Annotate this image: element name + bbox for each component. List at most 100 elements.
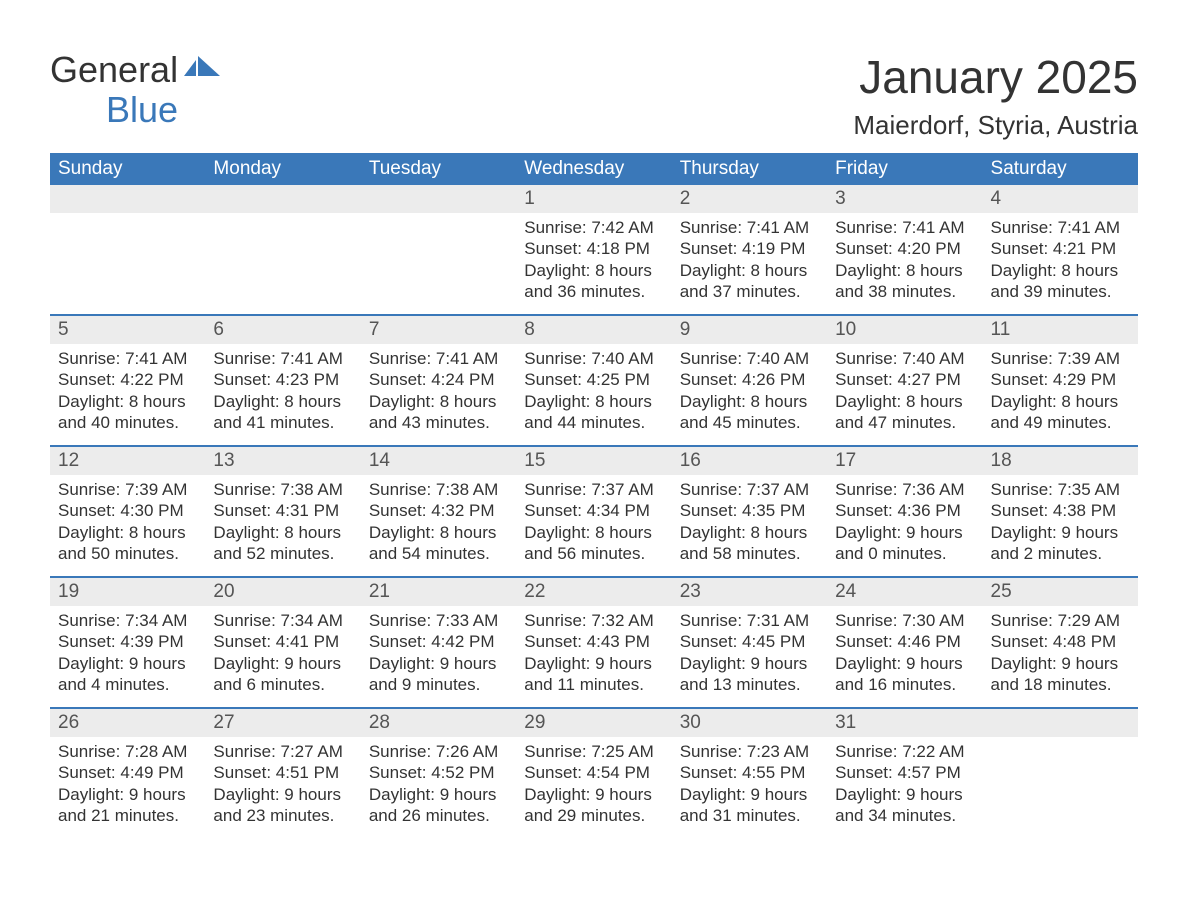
calendar-cell: 3Sunrise: 7:41 AMSunset: 4:20 PMDaylight… bbox=[827, 185, 982, 315]
sunrise-text: Sunrise: 7:28 AM bbox=[58, 741, 197, 762]
weekday-header: Friday bbox=[827, 153, 982, 185]
day-details: Sunrise: 7:41 AMSunset: 4:19 PMDaylight:… bbox=[672, 213, 827, 312]
sunset-text: Sunset: 4:42 PM bbox=[369, 631, 508, 652]
daylight-text: Daylight: 8 hours and 41 minutes. bbox=[213, 391, 352, 434]
day-number: 1 bbox=[516, 185, 671, 213]
day-details: Sunrise: 7:41 AMSunset: 4:24 PMDaylight:… bbox=[361, 344, 516, 443]
sunrise-text: Sunrise: 7:40 AM bbox=[524, 348, 663, 369]
calendar-cell: 29Sunrise: 7:25 AMSunset: 4:54 PMDayligh… bbox=[516, 709, 671, 839]
day-number: 17 bbox=[827, 447, 982, 475]
sunrise-text: Sunrise: 7:38 AM bbox=[369, 479, 508, 500]
sunrise-text: Sunrise: 7:35 AM bbox=[991, 479, 1130, 500]
sunrise-text: Sunrise: 7:26 AM bbox=[369, 741, 508, 762]
daylight-text: Daylight: 8 hours and 56 minutes. bbox=[524, 522, 663, 565]
day-details: Sunrise: 7:31 AMSunset: 4:45 PMDaylight:… bbox=[672, 606, 827, 705]
sunrise-text: Sunrise: 7:34 AM bbox=[213, 610, 352, 631]
sunset-text: Sunset: 4:55 PM bbox=[680, 762, 819, 783]
calendar-cell: 8Sunrise: 7:40 AMSunset: 4:25 PMDaylight… bbox=[516, 316, 671, 446]
day-number: 3 bbox=[827, 185, 982, 213]
sunrise-text: Sunrise: 7:38 AM bbox=[213, 479, 352, 500]
sunrise-text: Sunrise: 7:22 AM bbox=[835, 741, 974, 762]
daylight-text: Daylight: 9 hours and 6 minutes. bbox=[213, 653, 352, 696]
day-details: Sunrise: 7:41 AMSunset: 4:20 PMDaylight:… bbox=[827, 213, 982, 312]
calendar-cell: 23Sunrise: 7:31 AMSunset: 4:45 PMDayligh… bbox=[672, 578, 827, 708]
calendar-week-row: 1Sunrise: 7:42 AMSunset: 4:18 PMDaylight… bbox=[50, 185, 1138, 315]
calendar-cell: 24Sunrise: 7:30 AMSunset: 4:46 PMDayligh… bbox=[827, 578, 982, 708]
sunset-text: Sunset: 4:30 PM bbox=[58, 500, 197, 521]
calendar-cell bbox=[205, 185, 360, 315]
calendar-cell: 27Sunrise: 7:27 AMSunset: 4:51 PMDayligh… bbox=[205, 709, 360, 839]
sunset-text: Sunset: 4:51 PM bbox=[213, 762, 352, 783]
logo-text: General Blue bbox=[50, 50, 178, 129]
calendar-cell: 5Sunrise: 7:41 AMSunset: 4:22 PMDaylight… bbox=[50, 316, 205, 446]
sunset-text: Sunset: 4:29 PM bbox=[991, 369, 1130, 390]
day-details: Sunrise: 7:41 AMSunset: 4:23 PMDaylight:… bbox=[205, 344, 360, 443]
logo-text-2: Blue bbox=[50, 90, 178, 130]
day-number: 10 bbox=[827, 316, 982, 344]
day-number: 4 bbox=[983, 185, 1138, 213]
day-number: 19 bbox=[50, 578, 205, 606]
day-details: Sunrise: 7:38 AMSunset: 4:31 PMDaylight:… bbox=[205, 475, 360, 574]
calendar-cell: 15Sunrise: 7:37 AMSunset: 4:34 PMDayligh… bbox=[516, 447, 671, 577]
calendar-cell: 2Sunrise: 7:41 AMSunset: 4:19 PMDaylight… bbox=[672, 185, 827, 315]
page-header: General Blue January 2025 Maierdorf, Sty… bbox=[50, 50, 1138, 141]
calendar-cell: 12Sunrise: 7:39 AMSunset: 4:30 PMDayligh… bbox=[50, 447, 205, 577]
sunset-text: Sunset: 4:39 PM bbox=[58, 631, 197, 652]
daylight-text: Daylight: 9 hours and 31 minutes. bbox=[680, 784, 819, 827]
month-title: January 2025 bbox=[853, 50, 1138, 104]
daylight-text: Daylight: 9 hours and 9 minutes. bbox=[369, 653, 508, 696]
daylight-text: Daylight: 9 hours and 16 minutes. bbox=[835, 653, 974, 696]
day-details: Sunrise: 7:26 AMSunset: 4:52 PMDaylight:… bbox=[361, 737, 516, 836]
weekday-header: Tuesday bbox=[361, 153, 516, 185]
day-number: 16 bbox=[672, 447, 827, 475]
calendar-cell: 26Sunrise: 7:28 AMSunset: 4:49 PMDayligh… bbox=[50, 709, 205, 839]
day-number: 14 bbox=[361, 447, 516, 475]
calendar-cell: 21Sunrise: 7:33 AMSunset: 4:42 PMDayligh… bbox=[361, 578, 516, 708]
sunset-text: Sunset: 4:31 PM bbox=[213, 500, 352, 521]
sunset-text: Sunset: 4:25 PM bbox=[524, 369, 663, 390]
daylight-text: Daylight: 9 hours and 13 minutes. bbox=[680, 653, 819, 696]
sunset-text: Sunset: 4:43 PM bbox=[524, 631, 663, 652]
sunset-text: Sunset: 4:52 PM bbox=[369, 762, 508, 783]
day-details: Sunrise: 7:27 AMSunset: 4:51 PMDaylight:… bbox=[205, 737, 360, 836]
sunset-text: Sunset: 4:38 PM bbox=[991, 500, 1130, 521]
calendar-page: General Blue January 2025 Maierdorf, Sty… bbox=[0, 0, 1188, 879]
sunset-text: Sunset: 4:41 PM bbox=[213, 631, 352, 652]
weekday-header: Thursday bbox=[672, 153, 827, 185]
calendar-week-row: 5Sunrise: 7:41 AMSunset: 4:22 PMDaylight… bbox=[50, 316, 1138, 446]
day-details: Sunrise: 7:37 AMSunset: 4:35 PMDaylight:… bbox=[672, 475, 827, 574]
daylight-text: Daylight: 9 hours and 18 minutes. bbox=[991, 653, 1130, 696]
calendar-cell: 1Sunrise: 7:42 AMSunset: 4:18 PMDaylight… bbox=[516, 185, 671, 315]
daylight-text: Daylight: 8 hours and 52 minutes. bbox=[213, 522, 352, 565]
calendar-table: Sunday Monday Tuesday Wednesday Thursday… bbox=[50, 153, 1138, 839]
day-details: Sunrise: 7:28 AMSunset: 4:49 PMDaylight:… bbox=[50, 737, 205, 836]
sunset-text: Sunset: 4:32 PM bbox=[369, 500, 508, 521]
day-details: Sunrise: 7:29 AMSunset: 4:48 PMDaylight:… bbox=[983, 606, 1138, 705]
logo-mark-icon bbox=[184, 56, 224, 89]
sunset-text: Sunset: 4:23 PM bbox=[213, 369, 352, 390]
sunrise-text: Sunrise: 7:23 AM bbox=[680, 741, 819, 762]
sunrise-text: Sunrise: 7:37 AM bbox=[680, 479, 819, 500]
sunset-text: Sunset: 4:45 PM bbox=[680, 631, 819, 652]
sunrise-text: Sunrise: 7:36 AM bbox=[835, 479, 974, 500]
day-number: 24 bbox=[827, 578, 982, 606]
calendar-cell bbox=[50, 185, 205, 315]
sunset-text: Sunset: 4:22 PM bbox=[58, 369, 197, 390]
sunrise-text: Sunrise: 7:29 AM bbox=[991, 610, 1130, 631]
location-label: Maierdorf, Styria, Austria bbox=[853, 110, 1138, 141]
day-details: Sunrise: 7:39 AMSunset: 4:29 PMDaylight:… bbox=[983, 344, 1138, 443]
sunset-text: Sunset: 4:18 PM bbox=[524, 238, 663, 259]
calendar-cell bbox=[361, 185, 516, 315]
sunrise-text: Sunrise: 7:32 AM bbox=[524, 610, 663, 631]
sunrise-text: Sunrise: 7:41 AM bbox=[369, 348, 508, 369]
calendar-cell: 22Sunrise: 7:32 AMSunset: 4:43 PMDayligh… bbox=[516, 578, 671, 708]
calendar-cell: 18Sunrise: 7:35 AMSunset: 4:38 PMDayligh… bbox=[983, 447, 1138, 577]
daylight-text: Daylight: 8 hours and 37 minutes. bbox=[680, 260, 819, 303]
sunrise-text: Sunrise: 7:27 AM bbox=[213, 741, 352, 762]
sunset-text: Sunset: 4:20 PM bbox=[835, 238, 974, 259]
day-details: Sunrise: 7:40 AMSunset: 4:27 PMDaylight:… bbox=[827, 344, 982, 443]
day-number: 15 bbox=[516, 447, 671, 475]
calendar-cell: 25Sunrise: 7:29 AMSunset: 4:48 PMDayligh… bbox=[983, 578, 1138, 708]
daylight-text: Daylight: 8 hours and 45 minutes. bbox=[680, 391, 819, 434]
calendar-cell: 13Sunrise: 7:38 AMSunset: 4:31 PMDayligh… bbox=[205, 447, 360, 577]
